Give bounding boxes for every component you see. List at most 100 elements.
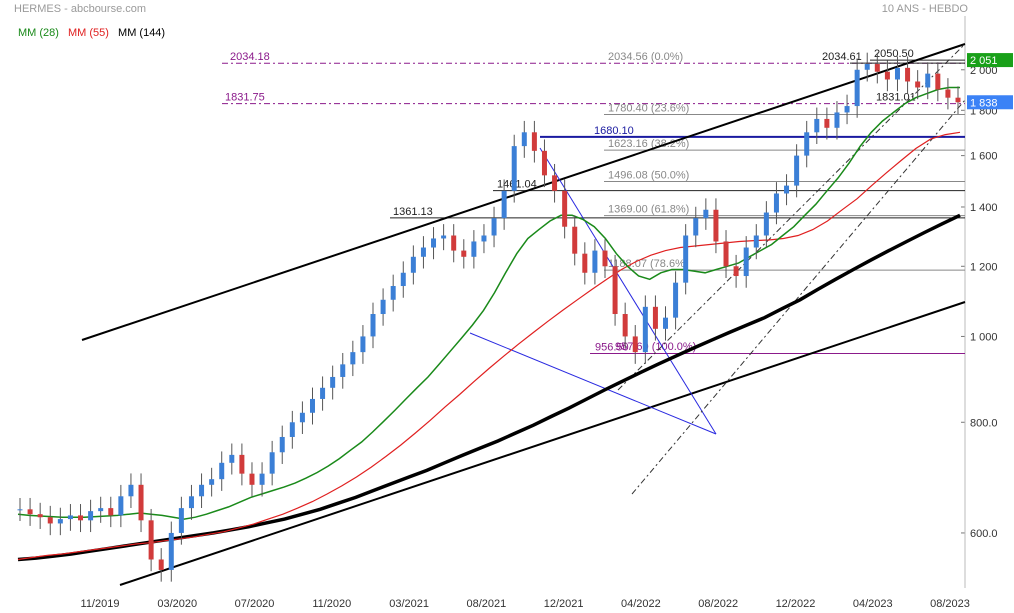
candle-body bbox=[118, 496, 124, 516]
candle-body bbox=[955, 97, 961, 103]
x-tick-label: 08/2023 bbox=[930, 598, 970, 610]
price-tag bbox=[967, 95, 1013, 110]
x-tick-label: 11/2020 bbox=[312, 598, 351, 610]
x-tick-label: 11/2019 bbox=[81, 598, 120, 610]
candle-body bbox=[108, 508, 114, 516]
candle-body bbox=[884, 71, 890, 80]
candle-body bbox=[622, 314, 628, 337]
candle-body bbox=[784, 185, 790, 194]
level-label: 1361.13 bbox=[393, 206, 433, 218]
falling-wedge-upper bbox=[539, 147, 717, 435]
candle-body bbox=[67, 515, 73, 520]
rising-channel-lower bbox=[631, 99, 966, 495]
candle-body bbox=[652, 306, 658, 329]
candle-body bbox=[431, 238, 437, 248]
candle-body bbox=[138, 484, 144, 521]
candle-body bbox=[481, 235, 487, 242]
legend-mm28: MM (28) bbox=[18, 27, 59, 39]
candle-body bbox=[47, 517, 53, 524]
x-tick-label: 08/2021 bbox=[466, 598, 506, 610]
rising-channel-upper bbox=[617, 43, 966, 391]
level-label: 1831.75 bbox=[225, 92, 265, 104]
mm144-line bbox=[17, 213, 961, 562]
candle-body bbox=[935, 73, 941, 90]
candle-body bbox=[713, 209, 719, 242]
candle-body bbox=[773, 193, 779, 213]
candle-body bbox=[188, 496, 194, 509]
candle-body bbox=[340, 364, 346, 377]
candle-body bbox=[360, 336, 366, 353]
candle-body bbox=[37, 514, 43, 518]
chart-period: 10 ANS - HEBDO bbox=[881, 3, 968, 15]
candle-body bbox=[541, 150, 547, 176]
candle-body bbox=[279, 436, 285, 453]
candle-body bbox=[582, 253, 588, 273]
candle-body bbox=[572, 226, 578, 254]
candle-body bbox=[57, 519, 63, 524]
level-label: 1680.10 bbox=[594, 125, 634, 137]
candle-body bbox=[269, 452, 275, 474]
mm55-line bbox=[17, 131, 961, 561]
y-tick-label: 1 000 bbox=[970, 331, 998, 343]
candle-body bbox=[259, 473, 265, 485]
candle-body bbox=[219, 462, 225, 480]
candle-body bbox=[723, 241, 729, 267]
candle-body bbox=[380, 299, 386, 315]
y-tick-label: 1 600 bbox=[970, 151, 998, 163]
chart-title: HERMES - abcbourse.com bbox=[14, 3, 147, 15]
candle-body bbox=[491, 218, 497, 236]
candle-body bbox=[794, 155, 800, 186]
legend: MM (28) MM (55) MM (144) bbox=[18, 27, 171, 39]
level-label: 956.50 bbox=[595, 342, 629, 354]
level-label: 2034.18 bbox=[230, 51, 270, 63]
level-label: 2034.61 bbox=[822, 51, 862, 63]
x-tick-label: 07/2020 bbox=[235, 598, 275, 610]
upper-channel-line bbox=[81, 43, 966, 341]
candle-body bbox=[330, 376, 336, 388]
level-label: 1623.16 (38.2%) bbox=[608, 138, 689, 150]
candle-body bbox=[743, 247, 749, 277]
candle-body bbox=[410, 256, 416, 273]
candle-body bbox=[168, 532, 174, 570]
candle-body bbox=[441, 235, 447, 239]
candle-body bbox=[632, 336, 638, 353]
candle-body bbox=[420, 247, 426, 257]
candle-body bbox=[824, 118, 830, 128]
y-tick-label: 600.0 bbox=[970, 528, 998, 540]
candle-body bbox=[854, 69, 860, 107]
candle-body bbox=[451, 235, 457, 251]
candle-body bbox=[521, 132, 527, 147]
candle-body bbox=[471, 241, 477, 257]
candle-body bbox=[88, 511, 94, 521]
candle-body bbox=[229, 454, 235, 463]
candle-body bbox=[673, 282, 679, 318]
lower-channel-line bbox=[119, 301, 966, 586]
x-tick-label: 08/2022 bbox=[698, 598, 738, 610]
candle-body bbox=[320, 387, 326, 399]
candle-body bbox=[763, 212, 769, 236]
candle-body bbox=[249, 473, 255, 485]
level-label: 1369.00 (61.8%) bbox=[608, 204, 689, 216]
price-tag bbox=[967, 53, 1013, 68]
candle-body bbox=[753, 235, 759, 248]
candle-body bbox=[945, 89, 951, 98]
candle-body bbox=[400, 272, 406, 287]
candle-body bbox=[531, 132, 537, 151]
candle-body bbox=[733, 266, 739, 277]
y-tick-label: 1 400 bbox=[970, 202, 998, 214]
candle-body bbox=[683, 235, 689, 283]
y-tick-label: 1 200 bbox=[970, 261, 998, 273]
mm28-line bbox=[17, 86, 960, 520]
candle-body bbox=[158, 559, 164, 570]
level-label: 2050.50 bbox=[874, 48, 914, 60]
y-tick-label: 800.0 bbox=[970, 417, 998, 429]
level-label: 2034.56 (0.0%) bbox=[608, 51, 683, 63]
y-tick-label: 2 000 bbox=[970, 65, 998, 77]
candle-body bbox=[834, 112, 840, 128]
candle-body bbox=[239, 454, 245, 474]
candle-body bbox=[98, 508, 104, 512]
candle-body bbox=[602, 250, 608, 267]
x-tick-label: 12/2021 bbox=[544, 598, 584, 610]
candle-body bbox=[925, 73, 931, 88]
x-tick-label: 03/2020 bbox=[157, 598, 197, 610]
